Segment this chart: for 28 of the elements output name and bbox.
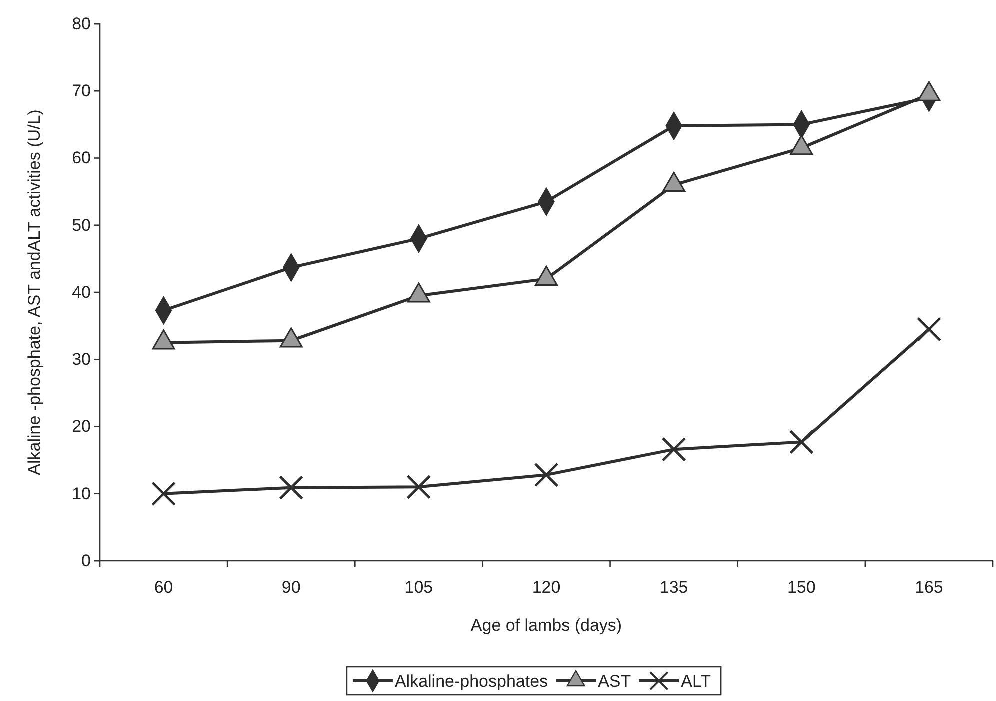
y-axis-title: Alkaline -phosphate, AST andALT activities (U/L) [25, 110, 44, 476]
y-tick-label: 20 [72, 417, 91, 436]
point [662, 437, 686, 462]
y-tick-label: 50 [72, 216, 91, 235]
point [151, 482, 176, 506]
legend-label: ALT [681, 672, 712, 691]
legend-label: AST [598, 672, 632, 691]
y-tick-label: 10 [72, 484, 91, 504]
x-tick-label: 165 [915, 578, 944, 598]
x-tick-label: 135 [660, 578, 688, 598]
point [279, 476, 304, 500]
x-tick-label: 60 [154, 578, 174, 598]
x-tick-label: 105 [404, 578, 434, 598]
x-tick-label: 150 [787, 578, 816, 598]
y-tick-label: 30 [72, 350, 91, 370]
x-tick-label: 120 [532, 578, 561, 598]
y-tick-label: 80 [72, 14, 91, 34]
y-tick-label: 0 [82, 551, 91, 570]
point [789, 430, 814, 454]
legend-label: Alkaline-phosphates [394, 672, 548, 691]
y-tick-label: 60 [72, 148, 91, 168]
y-tick-label: 70 [72, 82, 91, 101]
y-tick-label: 40 [72, 282, 91, 302]
x-axis-title: Age of lambs (days) [470, 616, 622, 635]
point [534, 462, 559, 488]
x-tick-label: 90 [282, 578, 301, 598]
point [406, 474, 432, 500]
point [916, 317, 942, 342]
